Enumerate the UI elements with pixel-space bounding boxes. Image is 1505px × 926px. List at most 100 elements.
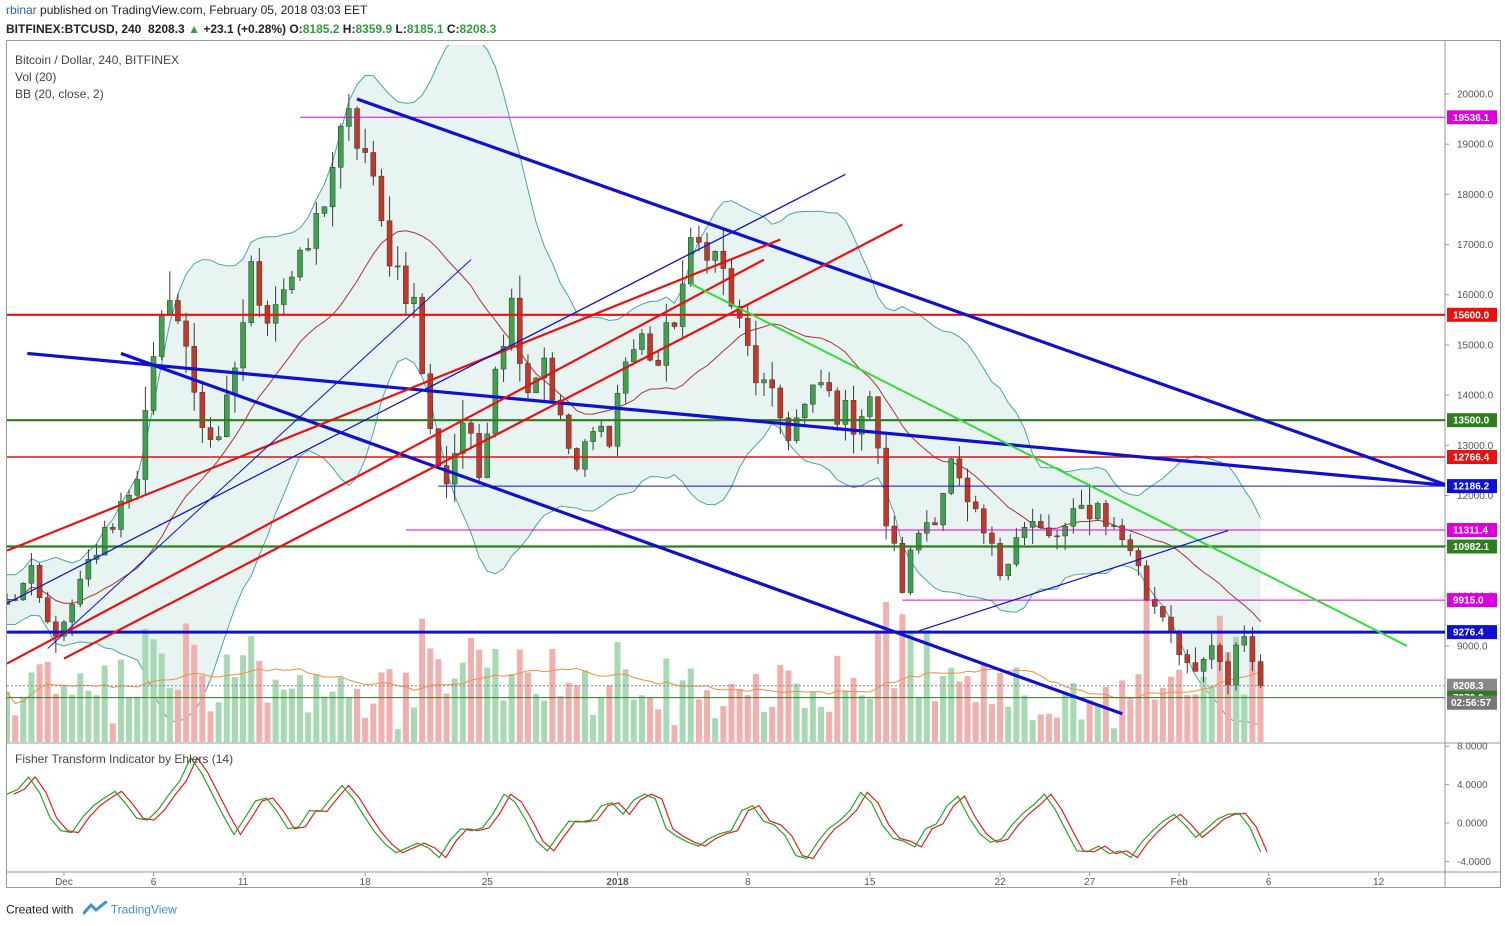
time-tick-label: 27 <box>1084 877 1096 888</box>
low-value: 8185.1 <box>406 22 444 36</box>
candle <box>582 438 588 478</box>
candle-body <box>1038 521 1044 529</box>
candle-body <box>215 436 222 440</box>
low-label: L: <box>395 22 407 36</box>
candle <box>1095 501 1101 521</box>
candle-body <box>557 399 564 416</box>
volume-bar <box>647 697 654 742</box>
candle <box>207 417 214 448</box>
candle-body <box>883 447 889 527</box>
volume-bar <box>663 658 670 742</box>
candle <box>940 492 946 531</box>
price-tick-label: 12000.0 <box>1457 491 1494 502</box>
trendline <box>120 351 1123 716</box>
volume-bar <box>223 654 230 742</box>
candle <box>484 422 491 479</box>
candle <box>867 390 873 420</box>
volume-bar <box>1070 683 1077 742</box>
volume-bar <box>305 712 312 742</box>
volume-bar <box>126 697 133 742</box>
candle-body <box>167 300 173 315</box>
volume-bar <box>183 623 190 742</box>
candle <box>785 411 792 451</box>
candle <box>964 468 971 522</box>
volume-bar <box>1037 714 1044 742</box>
candle <box>427 363 434 435</box>
candle <box>818 369 824 388</box>
tradingview-logo-icon[interactable] <box>82 900 108 918</box>
price-tag: 9915.0 <box>1447 593 1497 608</box>
tradingview-link[interactable]: TradingView <box>110 902 177 917</box>
volume-bar <box>1062 692 1069 742</box>
volume-bar <box>638 695 645 742</box>
candle-body <box>728 268 735 307</box>
candle <box>801 402 808 426</box>
legend-fisher: Fisher Transform Indicator by Ehlers (14… <box>15 752 234 766</box>
volume-bar <box>435 659 442 742</box>
volume-bar <box>516 649 523 742</box>
candle <box>313 202 320 265</box>
price-tick-label: 15000.0 <box>1457 340 1494 351</box>
candle-body <box>134 479 140 496</box>
volume-bar <box>842 690 849 742</box>
volume-bar <box>1111 728 1118 742</box>
price-tag-label: 15600.0 <box>1453 310 1490 321</box>
candle-body <box>753 345 759 384</box>
volume-bar <box>1135 674 1142 742</box>
candle <box>655 351 661 367</box>
candle-body <box>1062 525 1068 537</box>
trendline <box>7 258 765 665</box>
candle <box>915 530 922 554</box>
chart-frame[interactable] <box>6 40 1501 888</box>
author-link[interactable]: rbinar <box>6 3 37 17</box>
candle <box>476 423 482 485</box>
candle-body <box>1208 645 1215 660</box>
candle <box>1062 522 1068 550</box>
candle-body <box>69 603 75 623</box>
volume-bar <box>557 696 564 742</box>
volume-bar <box>297 675 304 742</box>
price-tag-label: 9915.0 <box>1453 596 1484 607</box>
candle <box>997 537 1003 581</box>
candle-body <box>28 565 35 584</box>
candle <box>956 446 963 486</box>
candle-body <box>801 403 808 419</box>
candle-body <box>500 346 507 370</box>
time-tick-label: 18 <box>360 877 372 888</box>
candle-body <box>1103 503 1109 527</box>
fisher-line <box>7 756 1262 860</box>
volume-bar <box>524 672 531 742</box>
candle <box>907 547 914 595</box>
price-tag-label: 11311.4 <box>1453 526 1488 537</box>
trendline <box>63 223 903 660</box>
candle-body <box>1046 527 1052 537</box>
volume-bar <box>1045 713 1052 742</box>
price-tick-label: 20000.0 <box>1457 90 1494 101</box>
time-tick-label: 15 <box>864 877 876 888</box>
volume-bar <box>386 669 393 742</box>
volume-bar <box>77 673 84 742</box>
volume-bar <box>1241 694 1248 742</box>
fisher-trigger-line <box>13 756 1268 860</box>
volume-bar <box>899 614 906 742</box>
time-tick-label: 22 <box>995 877 1007 888</box>
candle-body <box>329 166 336 208</box>
candle <box>948 457 954 496</box>
volume-bar <box>362 717 369 742</box>
candle <box>606 425 613 449</box>
price-tag: 12186.2 <box>1447 479 1497 494</box>
price-tag: 10982.1 <box>1447 539 1497 554</box>
price-tag-box <box>1447 539 1497 554</box>
volume-bar <box>622 669 629 742</box>
candle-body <box>85 559 92 580</box>
candle <box>688 227 694 287</box>
candle-body <box>818 382 824 386</box>
volume-bar <box>1143 580 1150 742</box>
volume-bar <box>687 668 694 742</box>
candle-body <box>639 333 645 350</box>
candle-body <box>899 543 906 593</box>
candle <box>663 303 670 382</box>
close-value: 8208.3 <box>459 22 497 36</box>
candle <box>1046 514 1052 539</box>
